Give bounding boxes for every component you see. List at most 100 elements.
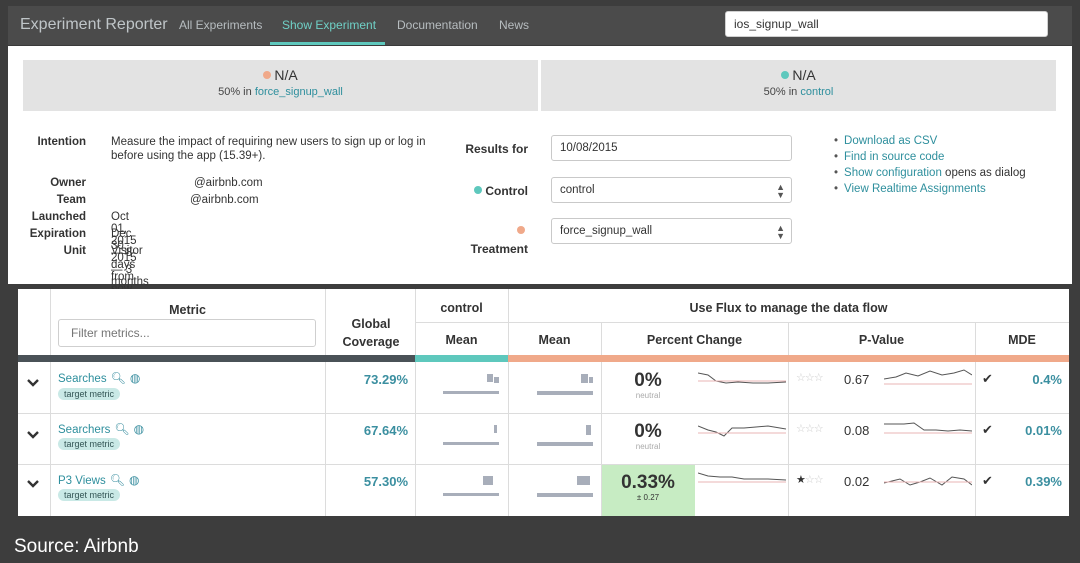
filter-metrics-input[interactable]: [58, 319, 316, 347]
p-value-sparkline: [884, 422, 972, 434]
check-icon: ✔: [982, 473, 993, 488]
treatment-dot-icon: [263, 71, 272, 79]
significance-stars: ☆☆☆: [796, 423, 824, 435]
global-coverage-header: Global Coverage: [342, 317, 400, 349]
intention-label: Intention: [37, 136, 86, 148]
metric-link[interactable]: P3 Views: [58, 475, 106, 487]
variant-share: 50% in: [218, 86, 252, 98]
source-caption: Source: Airbnb: [14, 536, 139, 557]
percent-change-sub: neutral: [635, 442, 661, 451]
globe-icon[interactable]: ◍: [133, 422, 145, 436]
unit-value: Visitor: [111, 245, 143, 257]
active-tab-indicator: [270, 42, 385, 45]
variant-control-card: N/A 50% in control: [541, 60, 1056, 111]
tab-all-experiments[interactable]: All Experiments: [179, 18, 263, 32]
percent-change-sub: neutral: [635, 391, 661, 400]
owner-label: Owner: [50, 177, 86, 189]
variant-group-link[interactable]: force_signup_wall: [254, 86, 343, 98]
treatment-mean-header[interactable]: Mean: [538, 333, 571, 347]
variant-share: 50% in: [763, 86, 798, 98]
globe-icon[interactable]: ◍: [129, 371, 141, 385]
expand-chevron-icon[interactable]: [26, 376, 40, 390]
app-brand[interactable]: Experiment Reporter: [20, 16, 168, 33]
mde-value: 0.01%: [1025, 423, 1062, 438]
globe-icon[interactable]: ◍: [128, 473, 140, 487]
control-dot-icon: [474, 186, 483, 194]
control-dot-icon: [781, 71, 790, 79]
find-source-link[interactable]: Find in source code: [844, 151, 945, 163]
variant-group-link[interactable]: control: [800, 86, 834, 98]
percent-change-value: 0%: [634, 370, 662, 391]
target-metric-badge: target metric: [58, 489, 121, 501]
treatment-label: Treatment: [448, 224, 528, 256]
p-value: 0.08: [844, 423, 870, 438]
search-icon[interactable]: 🔍︎: [114, 422, 130, 436]
experiment-search-input[interactable]: [725, 11, 1048, 37]
team-value: @airbnb.com: [190, 194, 259, 206]
metric-link[interactable]: Searchers: [58, 424, 111, 436]
variant-name: N/A: [792, 67, 816, 83]
mde-header[interactable]: MDE: [1008, 333, 1036, 347]
expand-chevron-icon[interactable]: [26, 428, 40, 442]
coverage-value: 57.30%: [363, 474, 408, 489]
p-value-header[interactable]: P-Value: [858, 333, 905, 347]
tab-documentation[interactable]: Documentation: [397, 18, 478, 32]
action-links: • Download as CSV • Find in source code • S…: [834, 135, 1026, 195]
metric-header: Metric: [169, 303, 206, 317]
variant-name: N/A: [274, 67, 298, 83]
percent-change-header[interactable]: Percent Change: [646, 333, 743, 347]
select-arrows-icon: ▲ ▼: [776, 182, 785, 200]
coverage-value: 67.64%: [363, 423, 408, 438]
results-for-label: Results for: [465, 142, 528, 156]
team-label: Team: [56, 194, 86, 206]
owner-value: @airbnb.com: [194, 177, 263, 189]
p-value: 0.67: [844, 372, 870, 387]
top-nav: Experiment Reporter All Experiments Show…: [8, 6, 1072, 46]
coverage-value: 73.29%: [363, 372, 408, 387]
percent-change-sparkline: [698, 472, 786, 483]
experiment-summary-panel: N/A 50% in force_signup_wall N/A 50% in …: [8, 46, 1072, 312]
percent-change-sparkline: [698, 425, 786, 437]
control-label: Control: [448, 184, 528, 198]
target-metric-badge: target metric: [58, 388, 121, 400]
positive-change-highlight: [602, 465, 695, 516]
unit-label: Unit: [63, 245, 86, 257]
percent-change-sparkline: [698, 372, 786, 384]
treatment-group-header: Use Flux to manage the data flow: [689, 301, 888, 315]
mde-value: 0.4%: [1032, 372, 1062, 387]
significance-stars: ★☆☆: [796, 474, 824, 486]
tab-show-experiment[interactable]: Show Experiment: [282, 18, 377, 32]
treatment-select[interactable]: force_signup_wall ▲ ▼: [551, 218, 792, 244]
treatment-dot-icon: [517, 226, 525, 234]
variant-treatment-card: N/A 50% in force_signup_wall: [23, 60, 538, 111]
select-arrows-icon: ▲ ▼: [776, 223, 785, 241]
percent-change-sub: ± 0.27: [636, 493, 660, 502]
expand-chevron-icon[interactable]: [26, 477, 40, 491]
control-color-bar: [415, 355, 508, 362]
realtime-assignments-link[interactable]: View Realtime Assignments: [844, 183, 986, 195]
target-metric-badge: target metric: [58, 438, 121, 450]
percent-change-value: 0%: [634, 421, 662, 442]
check-icon: ✔: [982, 371, 993, 386]
p-value-sparkline: [884, 369, 972, 385]
control-select[interactable]: control ▲ ▼: [551, 177, 792, 203]
mde-value: 0.39%: [1025, 474, 1062, 489]
control-mean-header[interactable]: Mean: [445, 333, 478, 347]
percent-change-value: 0.33%: [621, 472, 675, 493]
header-bar: [18, 355, 415, 362]
search-icon[interactable]: 🔍︎: [109, 473, 125, 487]
metric-link[interactable]: Searches: [58, 373, 107, 385]
expiration-label: Expiration: [29, 228, 86, 240]
results-date-input[interactable]: 10/08/2015: [551, 135, 792, 161]
p-value-sparkline: [884, 476, 972, 486]
treatment-color-bar: [508, 355, 1069, 362]
significance-stars: ☆☆☆: [796, 372, 824, 384]
p-value: 0.02: [844, 474, 870, 489]
tab-news[interactable]: News: [499, 18, 530, 32]
download-csv-link[interactable]: Download as CSV: [844, 135, 938, 147]
show-config-link[interactable]: Show configuration: [844, 167, 942, 179]
launched-label: Launched: [31, 211, 86, 223]
check-icon: ✔: [982, 422, 993, 437]
search-icon[interactable]: 🔍︎: [110, 371, 126, 385]
control-group-header: control: [440, 301, 483, 315]
